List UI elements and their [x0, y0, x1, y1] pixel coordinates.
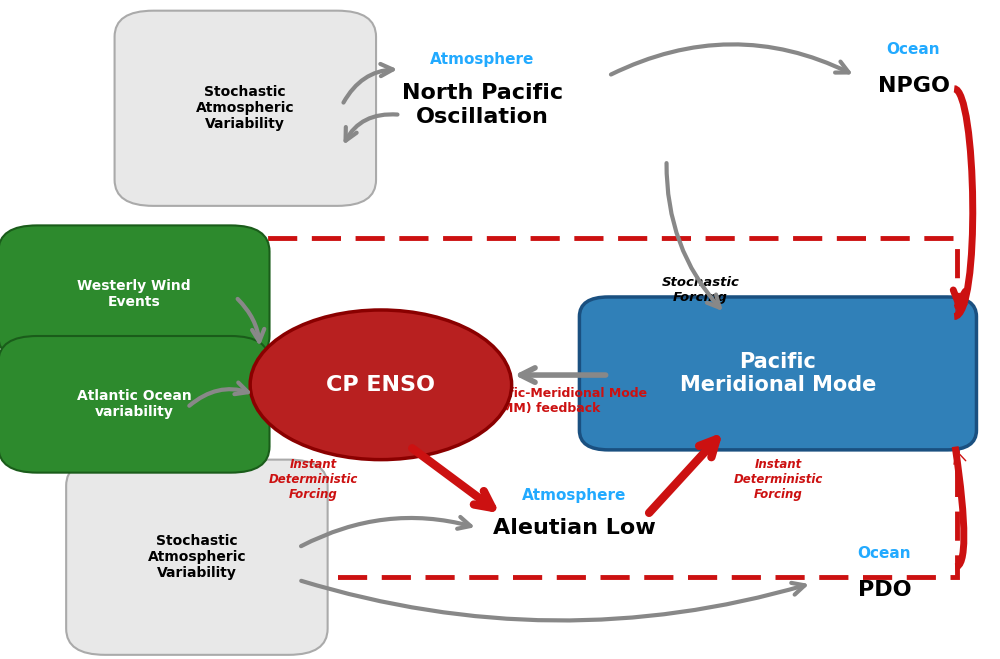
Text: Instant
Deterministic
Forcing: Instant Deterministic Forcing [733, 457, 823, 501]
Text: Ocean: Ocean [887, 42, 940, 57]
Text: Atmosphere: Atmosphere [430, 52, 535, 67]
Text: Stochastic
Atmospheric
Variability: Stochastic Atmospheric Variability [196, 85, 295, 132]
Text: PDO: PDO [858, 580, 911, 600]
Text: Atmosphere: Atmosphere [522, 488, 627, 503]
Ellipse shape [250, 310, 512, 459]
Text: Aleutian Low: Aleutian Low [493, 518, 656, 538]
FancyBboxPatch shape [115, 11, 376, 206]
Text: NPGO: NPGO [878, 76, 950, 96]
Text: Instant
Deterministic
Forcing: Instant Deterministic Forcing [268, 457, 358, 501]
Text: Westerly Wind
Events: Westerly Wind Events [77, 279, 191, 309]
FancyBboxPatch shape [579, 297, 976, 450]
Text: Ocean: Ocean [858, 546, 911, 561]
FancyBboxPatch shape [66, 459, 328, 655]
FancyBboxPatch shape [0, 225, 270, 362]
Text: North Pacific
Oscillation: North Pacific Oscillation [402, 84, 563, 127]
FancyBboxPatch shape [0, 336, 270, 473]
Text: Stochastic
Forcing: Stochastic Forcing [662, 277, 739, 304]
Text: Pacific
Meridional Mode: Pacific Meridional Mode [680, 352, 876, 395]
Text: Atlantic Ocean
variability: Atlantic Ocean variability [77, 389, 191, 419]
Text: CP ENSO: CP ENSO [326, 375, 435, 395]
Text: Stochastic
Atmospheric
Variability: Stochastic Atmospheric Variability [148, 534, 246, 581]
Text: Central Pacific-Meridional Mode
(CP-MM) feedback: Central Pacific-Meridional Mode (CP-MM) … [424, 387, 647, 415]
